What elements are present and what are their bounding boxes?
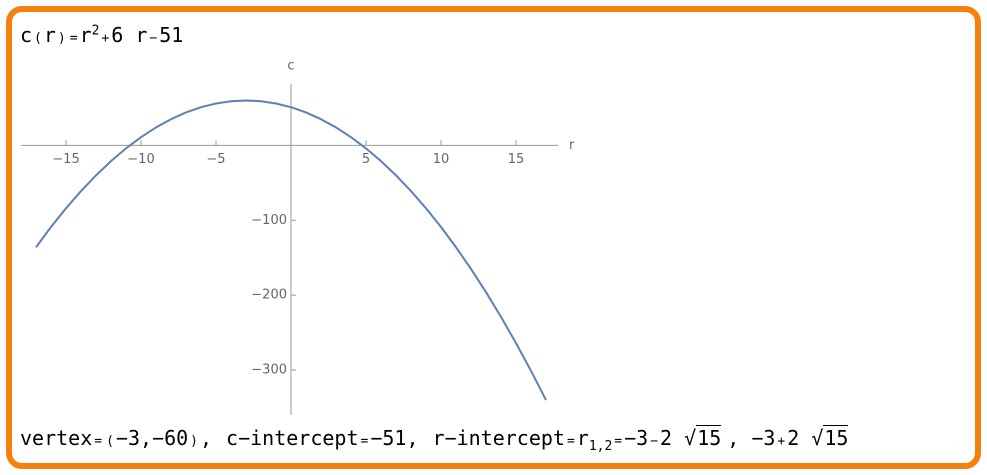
y-tick-label: −100 bbox=[251, 213, 287, 228]
formula: c(r) = r2+ 6 r −51 bbox=[20, 23, 183, 47]
formula-part: c bbox=[20, 23, 33, 47]
footer-part: r−intercept bbox=[432, 426, 565, 450]
footer-part: = bbox=[94, 434, 103, 449]
x-tick-label: −10 bbox=[127, 152, 154, 167]
formula-part: ) bbox=[57, 31, 66, 46]
footer-part: −3 bbox=[751, 426, 776, 450]
y-tick-label: −300 bbox=[251, 363, 287, 378]
footer-part: ( bbox=[106, 434, 114, 449]
x-tick-label: 10 bbox=[433, 152, 450, 167]
footer-part: , bbox=[727, 426, 740, 450]
formula-part: = bbox=[69, 31, 78, 46]
footer: vertex =(−3,−60), c−intercept = −51, r−interc… bbox=[20, 425, 849, 454]
formula-part: + bbox=[101, 31, 110, 46]
footer-part: ) bbox=[190, 434, 198, 449]
footer-part: −3 bbox=[624, 426, 649, 450]
footer-part: 15 bbox=[823, 425, 849, 450]
formula-part: r bbox=[79, 23, 92, 47]
footer-part: = bbox=[614, 434, 623, 449]
footer-part: 2 bbox=[787, 426, 800, 450]
x-tick-label: −15 bbox=[52, 152, 79, 167]
curve bbox=[35, 99, 547, 401]
footer-part: 1,2 bbox=[588, 439, 613, 454]
footer-part: c−intercept bbox=[226, 426, 359, 450]
footer-part: , bbox=[406, 426, 419, 450]
formula-part: − bbox=[149, 31, 158, 46]
formula-part: 51 bbox=[159, 23, 184, 47]
footer-part: = bbox=[360, 434, 369, 449]
formula-part: 6 r bbox=[111, 23, 148, 47]
x-tick-label: −5 bbox=[206, 152, 225, 167]
footer-part: −3,−60 bbox=[115, 426, 189, 450]
formula-part: 2 bbox=[91, 23, 100, 39]
frame bbox=[6, 6, 981, 469]
formula-part: r bbox=[43, 23, 56, 47]
y-axis-label: c bbox=[287, 59, 294, 74]
y-tick-label: −200 bbox=[251, 288, 287, 303]
x-tick-label: 15 bbox=[508, 152, 525, 167]
footer-part: −51 bbox=[370, 426, 407, 450]
footer-part: 15 bbox=[696, 425, 722, 450]
x-axis-label: r bbox=[569, 138, 575, 153]
formula-part: ( bbox=[34, 31, 42, 46]
footer-part: vertex bbox=[20, 426, 93, 450]
footer-part: − bbox=[650, 434, 659, 449]
footer-part: = bbox=[566, 434, 575, 449]
x-tick-label: 5 bbox=[362, 152, 370, 167]
footer-part: 2 bbox=[660, 426, 673, 450]
footer-part: , bbox=[199, 426, 213, 450]
footer-part: + bbox=[777, 434, 786, 449]
footer-part: r bbox=[576, 426, 589, 450]
